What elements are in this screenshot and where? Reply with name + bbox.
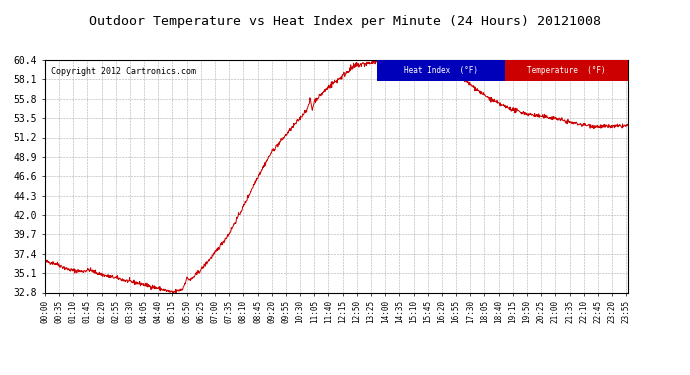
Text: Copyright 2012 Cartronics.com: Copyright 2012 Cartronics.com (50, 67, 196, 76)
Text: Outdoor Temperature vs Heat Index per Minute (24 Hours) 20121008: Outdoor Temperature vs Heat Index per Mi… (89, 15, 601, 28)
FancyBboxPatch shape (506, 60, 628, 81)
Text: Heat Index  (°F): Heat Index (°F) (404, 66, 478, 75)
FancyBboxPatch shape (377, 60, 506, 81)
Text: Temperature  (°F): Temperature (°F) (527, 66, 606, 75)
